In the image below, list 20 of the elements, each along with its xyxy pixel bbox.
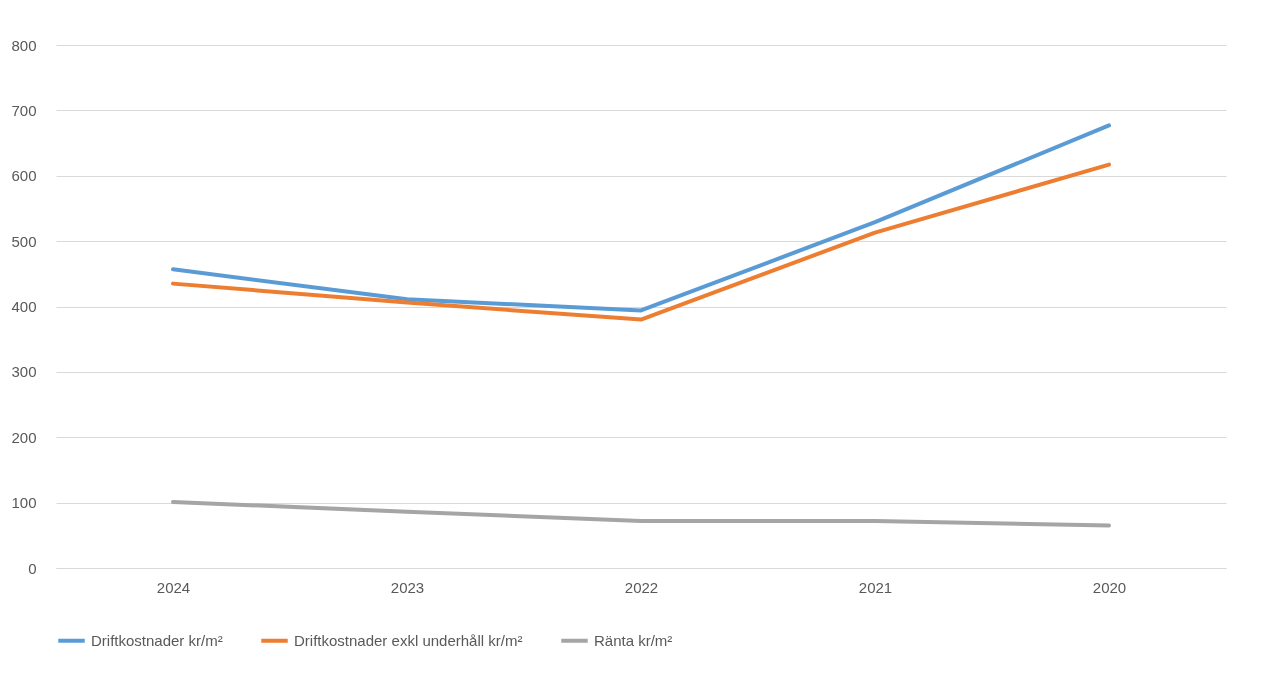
y-tick-label: 100 bbox=[11, 494, 37, 512]
y-tick-label: 400 bbox=[11, 298, 37, 315]
line-series bbox=[171, 123, 1111, 313]
legend-label: Ränta kr/m² bbox=[594, 631, 673, 649]
y-tick-label: 0 bbox=[28, 559, 37, 577]
y-tick-label: 300 bbox=[11, 363, 37, 381]
x-tick-label: 2021 bbox=[858, 578, 893, 596]
line-series bbox=[171, 162, 1111, 322]
legend-label: Driftkostnader exkl underhåll kr/m² bbox=[294, 631, 523, 649]
y-tick-label: 600 bbox=[11, 167, 37, 185]
x-tick-label: 2024 bbox=[156, 578, 191, 596]
y-tick-label: 200 bbox=[11, 428, 37, 446]
x-tick-label: 2023 bbox=[390, 578, 425, 596]
legend-label: Driftkostnader kr/m² bbox=[91, 631, 223, 649]
line-series bbox=[171, 499, 1111, 528]
x-tick-label: 2020 bbox=[1092, 578, 1127, 596]
y-tick-label: 800 bbox=[11, 36, 37, 54]
x-tick-label: 2022 bbox=[624, 578, 659, 596]
y-tick-label: 700 bbox=[11, 101, 37, 119]
y-tick-label: 500 bbox=[11, 232, 37, 250]
